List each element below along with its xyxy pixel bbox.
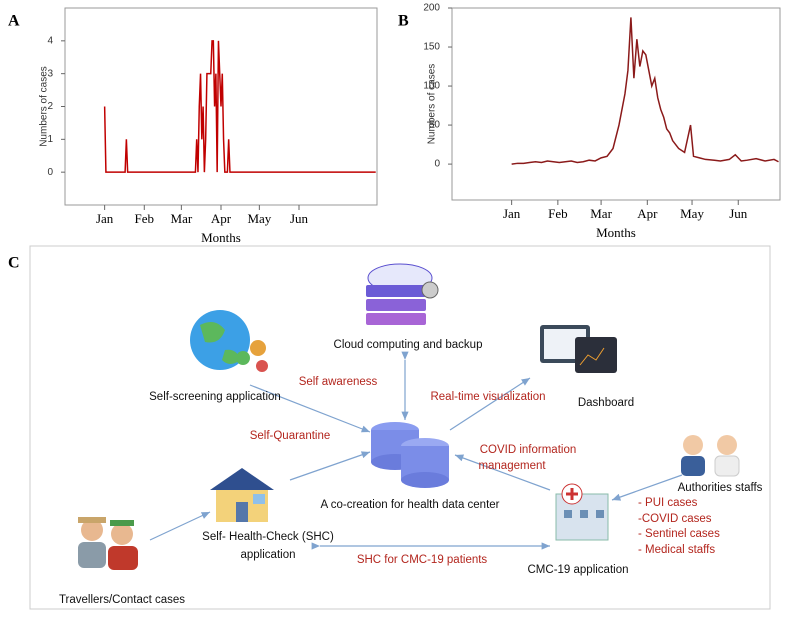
node-label: Travellers/Contact cases: [59, 594, 185, 606]
node-label: Dashboard: [578, 397, 634, 409]
node-label: Authorities staffs: [678, 482, 763, 494]
case-item: - PUI cases: [638, 497, 698, 509]
x-tick-label: Mar: [590, 206, 612, 221]
plot-frame: [451, 7, 781, 201]
x-tick-label: May: [247, 211, 271, 226]
cloud-icon: [366, 263, 439, 325]
panel-label: C: [8, 255, 20, 272]
y-tick-label: 1: [47, 134, 53, 145]
x-tick-label: Jun: [729, 206, 748, 221]
globe-icon: [190, 310, 268, 372]
panel-label: A: [8, 13, 20, 30]
y-tick-label: 4: [47, 35, 53, 46]
arrow: [454, 454, 551, 491]
y-tick-label: 2: [47, 101, 53, 112]
arrow: [449, 377, 531, 431]
node-label: A co-creation for health data center: [321, 499, 500, 511]
diagram: C Cloud computing and backup Self-screen…: [8, 245, 771, 610]
y-tick-label: 200: [423, 3, 440, 14]
house-icon: [210, 468, 274, 522]
case-item: - Medical staffs: [638, 544, 715, 556]
diagram-frame: [29, 245, 771, 610]
x-tick-label: Apr: [637, 206, 658, 221]
x-tick-label: Jan: [96, 211, 114, 226]
y-tick-label: 150: [423, 42, 440, 53]
y-tick-label: 50: [429, 120, 441, 131]
x-tick-label: Jan: [503, 206, 521, 221]
edge-label: SHC for CMC-19 patients: [357, 554, 488, 566]
travellers-icon: [78, 517, 138, 570]
y-tick-label: 3: [47, 68, 53, 79]
arrows: [149, 351, 683, 550]
edge-label: COVID information: [480, 444, 577, 456]
y-axis-label: Numbers of cases: [427, 64, 438, 145]
y-tick-label: 0: [47, 167, 53, 178]
data-line: [103, 40, 376, 173]
dashboard-icon: [540, 325, 617, 373]
y-tick-label: 100: [423, 81, 440, 92]
edge-label: Self awareness: [299, 376, 378, 388]
x-tick-label: Apr: [211, 211, 232, 226]
database-icon: [371, 422, 449, 488]
x-tick-label: May: [680, 206, 704, 221]
y-axis-label: Numbers of cases: [39, 66, 50, 147]
edge-label: Self-Quarantine: [250, 430, 331, 442]
node-label: Self-screening application: [149, 391, 281, 403]
node-label: application: [241, 549, 296, 561]
panel-label: B: [398, 13, 409, 30]
staff-icon: [681, 435, 740, 477]
x-tick-label: Jun: [290, 211, 309, 226]
hospital-icon: [555, 483, 609, 541]
arrow: [611, 474, 683, 501]
edge-label: Real-time visualization: [430, 391, 545, 403]
x-axis-label: Months: [596, 225, 636, 240]
chart: B 0 50 100 150 200 Jan Feb Mar Apr May Jun Months Num…: [398, 3, 781, 240]
case-item: - Sentinel cases: [638, 528, 720, 540]
x-tick-label: Feb: [548, 206, 568, 221]
arrow: [149, 511, 211, 541]
x-tick-label: Feb: [135, 211, 155, 226]
y-tick-label: 0: [434, 159, 440, 170]
arrow: [289, 451, 371, 481]
data-line: [511, 17, 779, 165]
case-item: -COVID cases: [638, 513, 712, 525]
node-label: Self- Health-Check (SHC): [202, 531, 334, 543]
x-axis-label: Months: [201, 230, 241, 245]
node-label: CMC-19 application: [528, 564, 629, 576]
node-label: Cloud computing and backup: [334, 339, 483, 351]
edge-label: management: [478, 460, 546, 472]
x-tick-label: Mar: [171, 211, 193, 226]
arrow: [249, 384, 371, 433]
chart: A 0 1 2 3 4 Jan Feb Mar Apr May Jun Months Numbers of…: [8, 7, 378, 245]
